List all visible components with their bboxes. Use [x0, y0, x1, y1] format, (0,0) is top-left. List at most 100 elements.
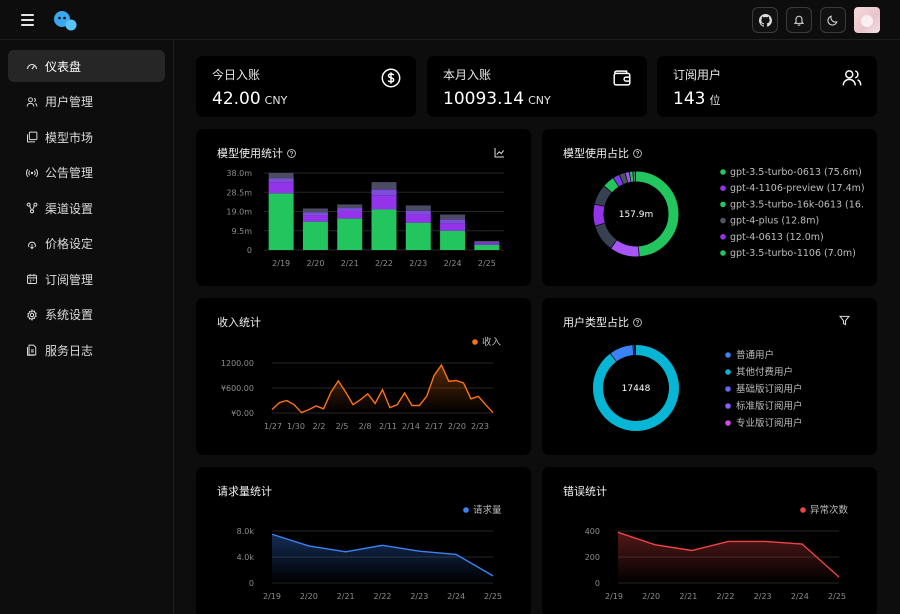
x-tick-label: 2/19 — [263, 592, 281, 601]
legend-label: gpt-4-0613 (12.0m) — [730, 232, 824, 243]
y-tick-label: 8.0k — [237, 527, 255, 536]
legend-marker — [725, 420, 731, 426]
x-tick-label: 2/8 — [359, 422, 372, 431]
sidebar-item-dashboard[interactable]: 仪表盘 — [8, 50, 165, 82]
github-icon[interactable] — [752, 7, 778, 33]
bar-segment — [268, 193, 294, 250]
x-tick-label: 2/25 — [828, 592, 846, 601]
x-tick-label: 2/24 — [447, 592, 465, 601]
sidebar-item-model-market[interactable]: 模型市场 — [8, 121, 165, 153]
sidebar-item-label: 公告管理 — [45, 166, 94, 180]
y-tick-label: 0 — [249, 579, 254, 588]
help-icon[interactable] — [287, 148, 296, 158]
network-icon — [26, 202, 38, 214]
sidebar-item-users[interactable]: 用户管理 — [8, 86, 165, 118]
bar-segment — [371, 195, 397, 210]
moon-icon[interactable] — [820, 7, 846, 33]
sidebar-item-label: 仪表盘 — [45, 59, 82, 74]
donut-slice — [625, 172, 631, 183]
series-line — [617, 531, 840, 578]
line-chart-icon[interactable] — [494, 147, 505, 158]
sidebar-item-pricing[interactable]: 价格设定 — [8, 228, 165, 260]
bar-segment — [474, 243, 500, 245]
bar-segment — [405, 205, 431, 211]
bar-segment — [440, 214, 466, 220]
legend-label: gpt-3.5-turbo-0613 (75.6m) — [730, 167, 862, 178]
model-share-donut-chart: 157.9m gpt-3.5-turbo-0613 (75.6m) gpt-4-11… — [593, 167, 865, 259]
legend-label: 收入 — [482, 336, 502, 348]
stat-value: 143 位 — [673, 89, 721, 109]
errors-card: 错误统计 0 200 400 2/19 2/20 2/21 2/22 2/23 2/24 2/25… — [542, 467, 877, 614]
x-tick-label: 2/21 — [341, 259, 359, 268]
bell-icon[interactable] — [786, 7, 812, 33]
legend-label: gpt-3.5-turbo-16k-0613 (16. — [730, 199, 864, 210]
dollar-circle-icon — [381, 68, 401, 88]
sidebar-item-subscriptions[interactable]: 订阅管理 — [8, 263, 165, 295]
x-tick-label: 2/24 — [791, 592, 809, 601]
bar-segment — [302, 208, 328, 213]
donut-slice — [593, 204, 605, 226]
help-icon[interactable] — [633, 148, 642, 158]
layers-icon — [27, 131, 38, 143]
filter-icon[interactable] — [839, 315, 850, 326]
legend-marker — [725, 369, 731, 375]
donut-center-label: 17448 — [622, 384, 651, 394]
x-tick-label: 2/23 — [409, 259, 427, 268]
avatar[interactable] — [854, 7, 880, 33]
card-title: 用户类型占比 — [563, 314, 642, 330]
legend-marker — [463, 507, 469, 513]
sidebar-item-label: 渠道设置 — [45, 201, 94, 216]
card-title: 收入统计 — [217, 316, 261, 329]
errors-line-chart: 0 200 400 2/19 2/20 2/21 2/22 2/23 2/24 2/25 异常次数 — [585, 504, 849, 601]
card-title: 模型使用占比 — [563, 145, 642, 161]
x-tick-label: 2/25 — [484, 592, 502, 601]
donut-slice — [611, 240, 639, 257]
x-tick-label: 2/2 — [313, 422, 326, 431]
donut-slice — [635, 171, 679, 257]
legend-marker — [720, 234, 726, 240]
y-tick-label: 28.5m — [226, 188, 252, 197]
sidebar-item-label: 价格设定 — [45, 237, 94, 251]
bar-segment — [371, 182, 397, 190]
user-type-card: 用户类型占比 17448 普通用户 其他付费用户 基础版订阅用户 标准版订阅用户 专业版订… — [542, 298, 877, 455]
legend-label: 异常次数 — [810, 504, 849, 516]
bar-segment — [405, 222, 431, 250]
sidebar-item-announcements[interactable]: 公告管理 — [8, 157, 165, 189]
bar-segment — [337, 210, 363, 219]
bar-segment — [337, 218, 363, 250]
bar-segment — [474, 244, 500, 250]
y-tick-label: 4.0k — [237, 553, 255, 562]
x-tick-label: 2/25 — [478, 259, 496, 268]
legend-marker — [720, 185, 726, 191]
requests-line-chart: 0 4.0k 8.0k 2/19 2/20 2/21 2/22 2/23 2/24 2/25 请求量 — [237, 504, 502, 601]
y-tick-label: 0 — [247, 246, 252, 255]
y-tick-label: ¥0.00 — [231, 409, 254, 418]
legend-label: gpt-3.5-turbo-1106 (7.0m) — [730, 248, 856, 259]
legend-marker — [472, 339, 478, 345]
logo-icon[interactable] — [52, 10, 78, 32]
menu-icon[interactable] — [18, 9, 40, 31]
stat-value: 42.00 CNY — [212, 89, 288, 109]
bar-segment — [371, 209, 397, 250]
donut-slice — [610, 345, 634, 362]
top-bar — [0, 0, 900, 40]
bar-segment — [268, 173, 294, 179]
y-tick-label: ¥600.00 — [221, 384, 254, 393]
users-icon — [26, 96, 38, 107]
sidebar-item-service-logs[interactable]: 服务日志 — [8, 334, 165, 366]
y-tick-label: 19.0m — [226, 208, 252, 217]
sidebar-item-channels[interactable]: 渠道设置 — [8, 192, 165, 224]
broadcast-icon — [26, 168, 38, 177]
bar-segment — [474, 242, 500, 244]
wallet-icon — [613, 70, 631, 86]
gear-icon — [27, 308, 37, 321]
x-tick-label: 2/20 — [306, 259, 324, 268]
bar-segment — [302, 212, 328, 216]
sidebar-item-system-settings[interactable]: 系统设置 — [8, 299, 165, 331]
legend-marker — [725, 403, 731, 409]
help-icon[interactable] — [633, 317, 642, 327]
stat-label: 订阅用户 — [673, 68, 722, 82]
x-tick-label: 1/27 — [264, 422, 282, 431]
bar-segment — [302, 221, 328, 250]
